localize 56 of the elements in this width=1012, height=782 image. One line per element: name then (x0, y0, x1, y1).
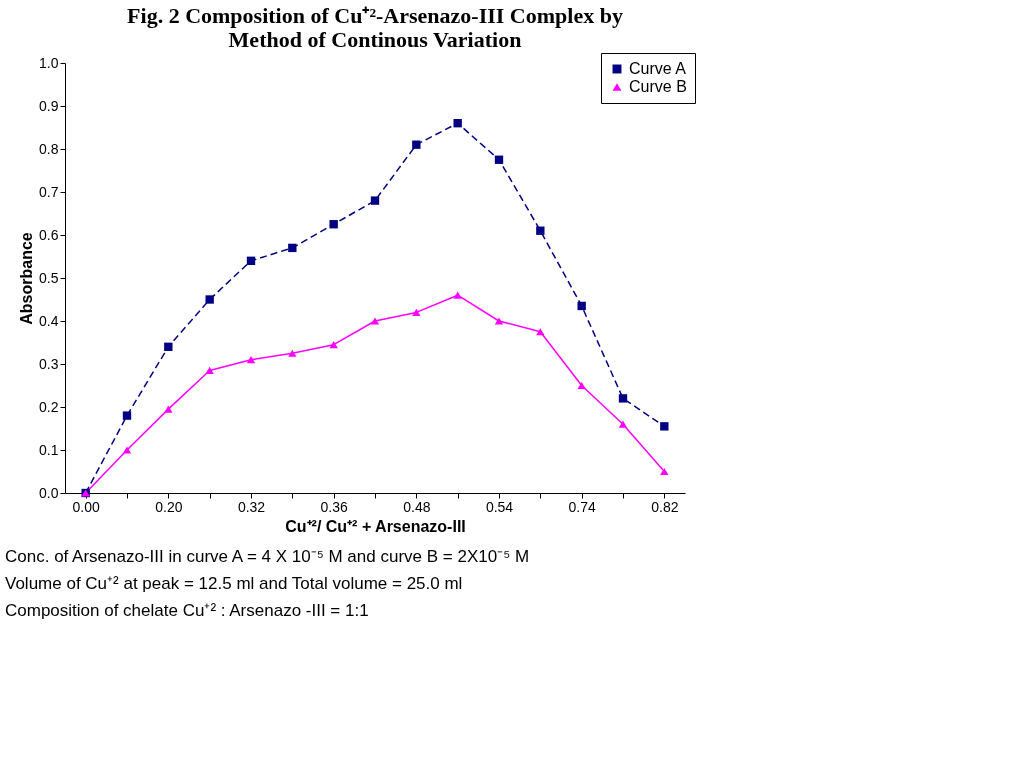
y-tick-label: 1.0 (39, 54, 59, 71)
y-tick-label: 0.4 (39, 312, 59, 329)
y-tick-label: 0.7 (39, 183, 59, 200)
point (412, 140, 421, 149)
point (329, 220, 338, 229)
point (618, 420, 628, 428)
point (205, 295, 214, 304)
y-tick-label: 0.6 (39, 226, 59, 243)
y-tick-label: 0.9 (39, 97, 59, 114)
y-tick-label: 0.8 (39, 140, 59, 157)
legend-label: Curve B (629, 78, 687, 95)
point (660, 467, 669, 476)
point (288, 243, 297, 253)
point (164, 405, 173, 413)
point (453, 291, 462, 299)
point (122, 446, 132, 454)
point (412, 308, 421, 317)
point (164, 342, 173, 351)
y-tick-label: 0.5 (39, 269, 59, 286)
point (618, 394, 628, 403)
point (246, 256, 256, 265)
y-tick-label: 0.3 (39, 355, 59, 372)
y-axis-title: Absorbance (18, 232, 36, 325)
point (494, 155, 504, 164)
x-tick-label: 0.32 (237, 498, 266, 515)
point (370, 317, 380, 325)
text: Method of Continous Variation (228, 27, 522, 52)
x-tick-label: 0.54 (485, 498, 514, 515)
text: Fig. 2 Composition of Cu⁺²-Arsenazo-III Complex by (127, 3, 623, 28)
point (288, 349, 297, 357)
x-tick-label: 0.48 (403, 498, 431, 515)
y-tick-label: 0.2 (39, 398, 59, 415)
point (122, 411, 132, 420)
x-tick-label: 0.20 (155, 498, 183, 515)
y-tick-label: 0.0 (39, 484, 59, 501)
x-tick-label: 0.74 (568, 498, 596, 515)
x-tick-label: 0.82 (651, 498, 679, 515)
x-axis-title: Cu⁺²/ Cu⁺² + Arsenazo-III (285, 517, 466, 535)
point (370, 196, 380, 205)
point (453, 119, 462, 128)
point (246, 356, 256, 364)
point (494, 317, 504, 325)
legend-label: Curve A (629, 60, 687, 77)
point (577, 381, 586, 390)
text: Volume of Cu⁺² at peak = 12.5 ml and Total volume = 25.0 ml (5, 574, 463, 593)
text: Composition of chelate Cu⁺² : Arsenazo -III = 1:1 (5, 600, 369, 620)
x-tick-label: 0.00 (72, 498, 100, 515)
x-tick-label: 0.36 (320, 498, 348, 515)
point (536, 328, 545, 336)
point (329, 341, 338, 349)
point (205, 366, 214, 375)
point (660, 422, 669, 431)
point (536, 226, 545, 235)
y-tick-label: 0.1 (39, 441, 59, 458)
point (577, 301, 586, 311)
text: Conc. of Arsenazo-III in curve A = 4 X 10⁻⁵ M and curve B = 2X10⁻⁵ M (5, 547, 530, 567)
